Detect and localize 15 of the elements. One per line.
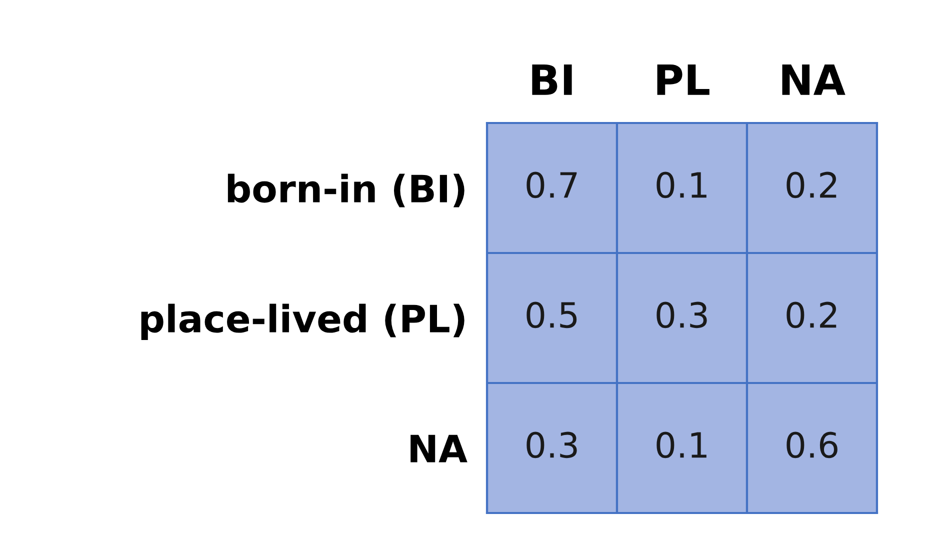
x-tick-label: PL	[657, 64, 710, 95]
data-label: 0.1	[656, 432, 706, 458]
data-label: 0.2	[786, 172, 836, 198]
y-tick-label: place-lived (PL)	[141, 304, 464, 340]
data-label: 0.3	[656, 302, 707, 328]
data-label: 0.3	[526, 432, 577, 458]
y-tick-label: NA	[410, 434, 468, 462]
x-tick-label: BI	[532, 64, 572, 95]
data-label: 0.6	[786, 432, 838, 458]
data-label: 0.5	[526, 302, 577, 328]
x-tick-label: NA	[782, 64, 846, 95]
y-tick-label: born-in (BI)	[228, 174, 464, 208]
data-label: 0.2	[786, 302, 836, 328]
data-label: 0.7	[526, 172, 577, 198]
data-label: 0.1	[656, 172, 706, 198]
